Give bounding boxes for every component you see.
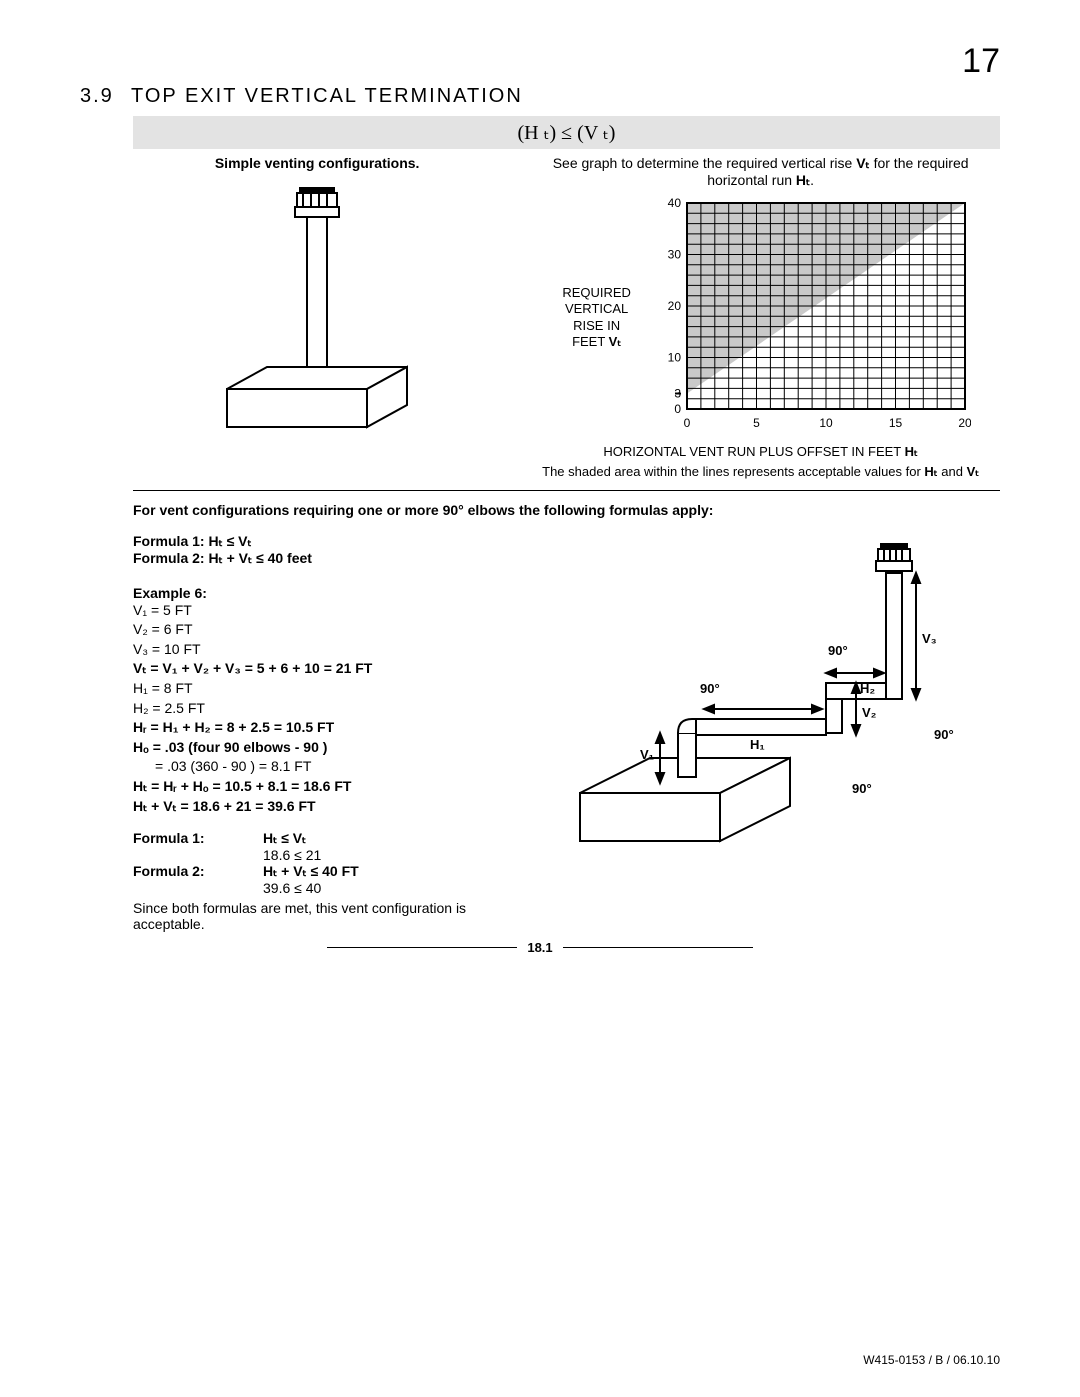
check-f1-r2: 18.6 ≤ 21 — [263, 847, 321, 863]
chart-note-ht: Hₜ — [924, 464, 937, 479]
section-number: 3.9 — [80, 85, 114, 107]
chart-note-vt: Vₜ — [967, 464, 980, 479]
check-f1-r1: Hₜ ≤ Vₜ — [263, 830, 321, 847]
section-title-text: TOP EXIT VERTICAL TERMINATION — [131, 85, 523, 107]
right-caption-ht: Hₜ — [796, 172, 810, 188]
svg-text:30: 30 — [667, 248, 681, 262]
svg-text:10: 10 — [819, 416, 833, 430]
example-line: Vₜ = V₁ + V₂ + V₃ = 5 + 6 + 10 = 21 FT — [133, 659, 530, 679]
illus-label-v1: V₁ — [640, 747, 654, 762]
svg-text:20: 20 — [667, 299, 681, 313]
illus-label-90-2: 90° — [828, 643, 848, 658]
svg-text:0: 0 — [683, 416, 690, 430]
check-f2-label: Formula 2: — [133, 863, 223, 896]
formula-2: Formula 2: Hₜ + Vₜ ≤ 40 feet — [133, 550, 530, 567]
example-line: H₁ = 8 FT — [133, 679, 530, 699]
illus-label-h2: H₂ — [860, 681, 875, 696]
page-number: 17 — [962, 42, 1000, 81]
example-indent-line: = .03 (360 - 90 ) = 8.1 FT — [155, 757, 530, 777]
left-caption: Simple venting configurations. — [133, 155, 501, 171]
figure-rule-right — [563, 947, 753, 948]
illus-label-90-3: 90° — [934, 727, 954, 742]
example-line: Hᵣ = H₁ + H₂ = 8 + 2.5 = 10.5 FT — [133, 718, 530, 738]
ylab-4b: Vₜ — [609, 334, 622, 349]
svg-text:3: 3 — [674, 387, 681, 401]
formulas-intro: For vent configurations requiring one or… — [133, 501, 1000, 521]
simple-vent-illustration — [207, 179, 427, 439]
inequality-banner: (H ₜ) ≤ (V ₜ) — [133, 116, 1000, 149]
chart-note: The shaded area within the lines represe… — [521, 464, 1000, 480]
chart-y-axis-label: REQUIRED VERTICAL RISE IN FEET Vₜ — [551, 285, 643, 350]
example-line: Hₒ = .03 (four 90 elbows - 90 ) — [133, 738, 530, 758]
illus-label-v2: V₂ — [862, 705, 877, 720]
check-f1-label: Formula 1: — [133, 830, 223, 863]
svg-text:15: 15 — [888, 416, 902, 430]
svg-text:40: 40 — [667, 196, 681, 210]
illus-label-h1: H₁ — [750, 737, 765, 752]
svg-text:0: 0 — [674, 402, 681, 416]
check-f2-r1: Hₜ + Vₜ ≤ 40 FT — [263, 863, 359, 880]
ylab-3: RISE IN — [573, 318, 620, 333]
ylab-1: REQUIRED — [562, 285, 631, 300]
divider-rule — [133, 490, 1000, 491]
vent-chart: 051015200310203040 — [651, 195, 971, 440]
right-caption-vt: Vₜ — [856, 155, 869, 171]
example-line: Hₜ = Hᵣ + Hₒ = 10.5 + 8.1 = 18.6 FT — [133, 777, 530, 797]
svg-text:5: 5 — [753, 416, 760, 430]
chart-note-mid: and — [941, 464, 966, 479]
svg-text:10: 10 — [667, 351, 681, 365]
section-heading: 3.9 TOP EXIT VERTICAL TERMINATION — [80, 85, 1000, 108]
conclusion: Since both formulas are met, this vent c… — [133, 900, 530, 932]
illus-label-90-1: 90° — [700, 681, 720, 696]
figure-rule-left — [327, 947, 517, 948]
chart-xlab-text: HORIZONTAL VENT RUN PLUS OFFSET IN FEET — [603, 444, 904, 459]
formula-1: Formula 1: Hₜ ≤ Vₜ — [133, 533, 530, 550]
example-title: Example 6: — [133, 585, 530, 601]
example-line: V₃ = 10 FT — [133, 640, 530, 660]
footer-doc-id: W415-0153 / B / 06.10.10 — [863, 1353, 1000, 1367]
ylab-2: VERTICAL — [565, 301, 628, 316]
example-line: V₁ = 5 FT — [133, 601, 530, 621]
illus-label-v3: V₃ — [922, 631, 937, 646]
chart-x-axis-label: HORIZONTAL VENT RUN PLUS OFFSET IN FEET … — [521, 444, 1000, 460]
illus-label-90-4: 90° — [852, 781, 872, 796]
example-line: V₂ = 6 FT — [133, 620, 530, 640]
example-line: Hₜ + Vₜ = 18.6 + 21 = 39.6 FT — [133, 797, 530, 817]
chart-note-1: The shaded area within the lines represe… — [542, 464, 924, 479]
ylab-4: FEET — [572, 334, 609, 349]
elbow-vent-illustration: V₁ H₁ 90° V₂ H₂ 90° 90° 90° V₃ — [560, 533, 1000, 853]
figure-number: 18.1 — [527, 940, 552, 955]
check-f2-r2: 39.6 ≤ 40 — [263, 880, 359, 896]
right-caption: See graph to determine the required vert… — [521, 155, 1000, 189]
svg-text:20: 20 — [958, 416, 971, 430]
example-line: H₂ = 2.5 FT — [133, 699, 530, 719]
right-caption-part1: See graph to determine the required vert… — [553, 155, 857, 171]
chart-xlab-b: Hₜ — [905, 444, 918, 459]
